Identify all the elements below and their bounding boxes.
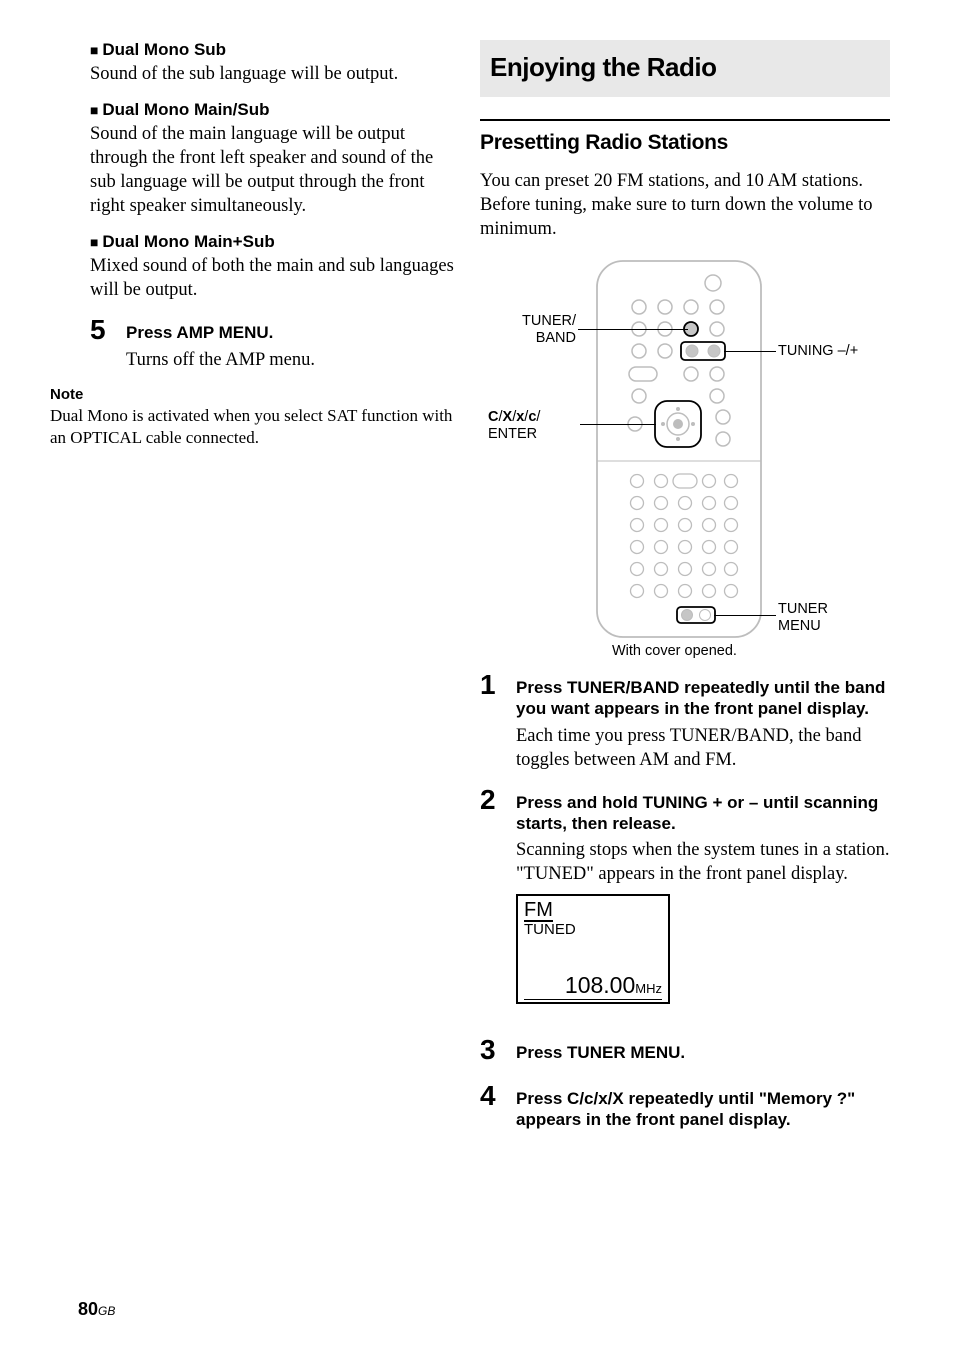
note-body: Dual Mono is activated when you select S… <box>50 405 460 449</box>
freq-unit: MHz <box>635 981 662 996</box>
step-number: 1 <box>480 671 502 772</box>
step-body: Each time you press TUNER/BAND, the band… <box>516 724 890 772</box>
bullet-heading: Dual Mono Main/Sub <box>90 100 460 120</box>
bullet-dual-mono-sub: Dual Mono Sub Sound of the sub language … <box>90 40 460 86</box>
step-4: 4 Press C/c/x/X repeatedly until "Memory… <box>480 1082 890 1135</box>
step-body: Scanning stops when the system tunes in … <box>516 838 890 886</box>
step-2: 2 Press and hold TUNING + or – until sca… <box>480 786 890 1023</box>
page-content: Dual Mono Sub Sound of the sub language … <box>50 40 904 1148</box>
callout-tuner-band: TUNER/BAND <box>498 313 576 346</box>
step-heading: Press AMP MENU. <box>126 322 315 343</box>
step-heading: Press C/c/x/X repeatedly until "Memory ?… <box>516 1088 890 1131</box>
display-frequency: 108.00MHz <box>565 972 662 999</box>
step-body: Turns off the AMP menu. <box>126 348 315 372</box>
step-number: 4 <box>480 1082 502 1135</box>
callout-line <box>724 351 776 352</box>
diagram-caption: With cover opened. <box>612 643 737 659</box>
display-tuned: TUNED <box>524 922 662 939</box>
intro-text: You can preset 20 FM stations, and 10 AM… <box>480 169 890 241</box>
bullet-dual-mono-main-plus-sub: Dual Mono Main+Sub Mixed sound of both t… <box>90 232 460 302</box>
bullet-heading: Dual Mono Sub <box>90 40 460 60</box>
bullet-body: Sound of the sub language will be output… <box>90 62 460 86</box>
step-number: 2 <box>480 786 502 1023</box>
step-number: 5 <box>90 316 112 371</box>
page-number-suffix: GB <box>98 1304 115 1318</box>
page-number-value: 80 <box>78 1299 98 1319</box>
step-3: 3 Press TUNER MENU. <box>480 1036 890 1067</box>
bullet-heading: Dual Mono Main+Sub <box>90 232 460 252</box>
bullet-body: Sound of the main language will be outpu… <box>90 122 460 218</box>
bullet-body: Mixed sound of both the main and sub lan… <box>90 254 460 302</box>
section-banner: Enjoying the Radio <box>480 40 890 97</box>
callout-tuning: TUNING –/+ <box>778 343 858 360</box>
step-heading: Press TUNER MENU. <box>516 1042 685 1063</box>
display-underline <box>524 999 662 1000</box>
freq-value: 108.00 <box>565 972 635 998</box>
remote-diagram: TUNER/BAND C/X/x/c/ENTER TUNING –/+ TUNE… <box>480 259 890 659</box>
bullet-dual-mono-main-sub: Dual Mono Main/Sub Sound of the main lan… <box>90 100 460 218</box>
callout-tuner-menu: TUNERMENU <box>778 601 828 634</box>
callout-line <box>714 615 776 616</box>
callout-arrows-enter: C/X/x/c/ENTER <box>488 409 540 442</box>
display-fm: FM <box>524 900 553 922</box>
callout-line <box>580 424 656 425</box>
step-1: 1 Press TUNER/BAND repeatedly until the … <box>480 671 890 772</box>
note-heading: Note <box>50 386 460 403</box>
callout-line <box>578 329 688 330</box>
step-heading: Press TUNER/BAND repeatedly until the ba… <box>516 677 890 720</box>
left-column: Dual Mono Sub Sound of the sub language … <box>50 40 460 1148</box>
step-heading: Press and hold TUNING + or – until scann… <box>516 792 890 835</box>
step-5: 5 Press AMP MENU. Turns off the AMP menu… <box>90 316 460 371</box>
right-column: Enjoying the Radio Presetting Radio Stat… <box>480 40 890 1148</box>
subsection-heading: Presetting Radio Stations <box>480 119 890 155</box>
step-number: 3 <box>480 1036 502 1067</box>
front-panel-display: FM TUNED 108.00MHz <box>516 894 670 1004</box>
page-number: 80GB <box>78 1299 115 1320</box>
remote-svg <box>595 259 763 639</box>
